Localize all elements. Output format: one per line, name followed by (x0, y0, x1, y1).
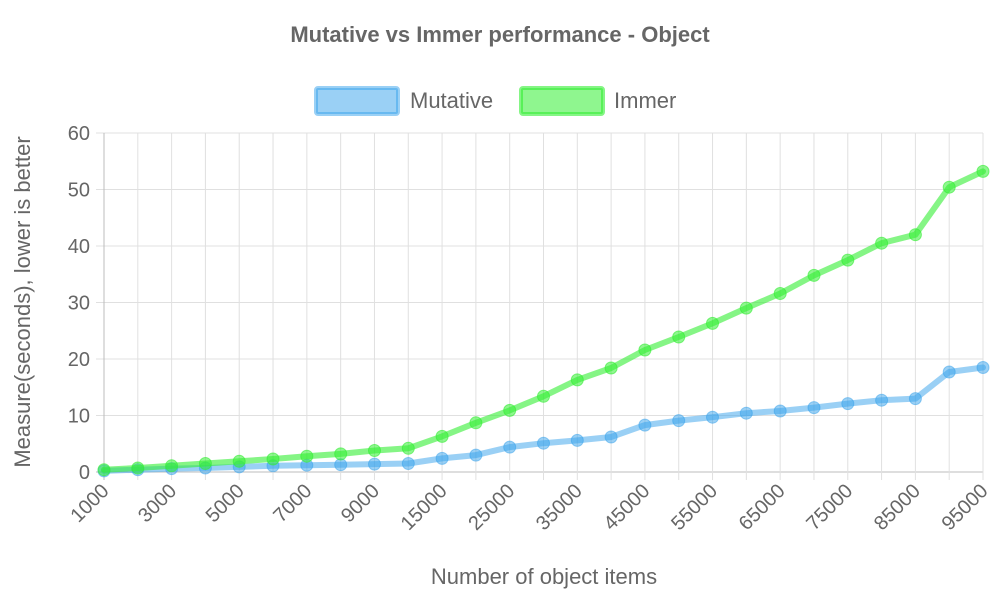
data-point-immer[interactable] (232, 454, 246, 468)
data-point-immer[interactable] (334, 447, 348, 461)
data-point-mutative[interactable] (672, 414, 686, 428)
data-point-immer[interactable] (469, 416, 483, 430)
data-point-mutative[interactable] (401, 457, 415, 470)
y-tick-label: 40 (68, 236, 90, 258)
legend-label-immer: Immer (614, 88, 676, 113)
y-tick-label: 0 (79, 462, 90, 484)
data-point-mutative[interactable] (638, 418, 652, 432)
y-tick-label: 50 (68, 180, 90, 202)
data-point-immer[interactable] (706, 316, 719, 330)
data-point-mutative[interactable] (841, 397, 855, 411)
data-point-immer[interactable] (198, 457, 212, 470)
data-point-immer[interactable] (300, 449, 314, 463)
data-point-immer[interactable] (875, 236, 889, 250)
data-point-immer[interactable] (368, 444, 381, 457)
y-axis-ticks: 0 10 20 30 40 50 60 (68, 123, 90, 484)
data-point-mutative[interactable] (368, 457, 381, 471)
y-tick-label: 20 (68, 349, 90, 371)
data-point-immer[interactable] (841, 253, 855, 267)
data-point-mutative[interactable] (334, 458, 348, 472)
y-axis-title: Measure(seconds), lower is better (10, 136, 35, 467)
data-point-mutative[interactable] (604, 430, 618, 444)
x-tick-label: 35000 (532, 480, 587, 535)
x-tick-label: 45000 (600, 480, 655, 535)
data-point-mutative[interactable] (469, 448, 483, 462)
x-axis-title: Number of object items (431, 564, 657, 589)
chart-title: Mutative vs Immer performance - Object (290, 22, 710, 47)
data-point-immer[interactable] (131, 461, 145, 475)
data-point-immer[interactable] (503, 403, 517, 417)
x-tick-label: 15000 (397, 480, 452, 535)
data-point-mutative[interactable] (537, 436, 550, 450)
data-point-immer[interactable] (739, 301, 753, 315)
x-tick-label: 1000 (67, 480, 114, 527)
x-tick-label: 5000 (202, 480, 249, 527)
data-point-mutative[interactable] (908, 392, 922, 406)
data-point-immer[interactable] (570, 373, 584, 387)
data-point-mutative[interactable] (807, 401, 821, 415)
data-point-mutative[interactable] (875, 393, 889, 407)
x-axis-ticks: 1000 3000 5000 7000 9000 15000 25000 35000 45000… (67, 480, 993, 535)
x-tick-label: 3000 (134, 480, 181, 527)
data-point-immer[interactable] (976, 164, 990, 178)
data-point-immer[interactable] (97, 463, 111, 477)
series-layer (97, 164, 990, 478)
data-point-mutative[interactable] (976, 361, 990, 374)
data-point-mutative[interactable] (773, 404, 787, 418)
x-tick-label: 85000 (870, 480, 925, 535)
data-point-mutative[interactable] (706, 410, 719, 424)
data-point-immer[interactable] (266, 452, 280, 466)
y-tick-label: 30 (68, 293, 90, 315)
legend-swatch-mutative (314, 86, 400, 116)
data-point-immer[interactable] (773, 287, 787, 300)
data-point-immer[interactable] (908, 228, 922, 242)
data-point-immer[interactable] (537, 389, 550, 403)
x-tick-label: 75000 (802, 480, 857, 535)
legend-item-mutative[interactable]: Mutative (314, 86, 493, 116)
legend: Mutative Immer (314, 86, 676, 116)
y-tick-label: 10 (68, 406, 90, 428)
y-tick-label: 60 (68, 123, 90, 145)
data-point-immer[interactable] (942, 180, 956, 194)
data-point-mutative[interactable] (570, 433, 584, 447)
legend-item-immer[interactable]: Immer (519, 86, 676, 116)
data-point-immer[interactable] (604, 361, 618, 375)
data-point-mutative[interactable] (503, 440, 517, 454)
data-point-immer[interactable] (401, 441, 415, 455)
x-tick-label: 25000 (464, 480, 519, 535)
x-tick-label: 65000 (735, 480, 790, 535)
legend-label-mutative: Mutative (410, 88, 493, 113)
x-tick-label: 7000 (269, 480, 316, 527)
x-tick-label: 95000 (938, 480, 993, 535)
data-point-mutative[interactable] (739, 406, 753, 420)
legend-swatch-immer (519, 86, 605, 116)
grid (96, 132, 984, 480)
data-point-mutative[interactable] (435, 451, 449, 465)
data-point-immer[interactable] (807, 268, 821, 282)
x-tick-label: 9000 (337, 480, 384, 527)
data-point-immer[interactable] (672, 330, 686, 344)
data-point-immer[interactable] (165, 459, 179, 473)
data-point-immer[interactable] (435, 429, 449, 443)
data-point-immer[interactable] (638, 343, 652, 357)
data-point-mutative[interactable] (942, 365, 956, 379)
x-tick-label: 55000 (667, 480, 722, 535)
series-immer (97, 164, 990, 477)
